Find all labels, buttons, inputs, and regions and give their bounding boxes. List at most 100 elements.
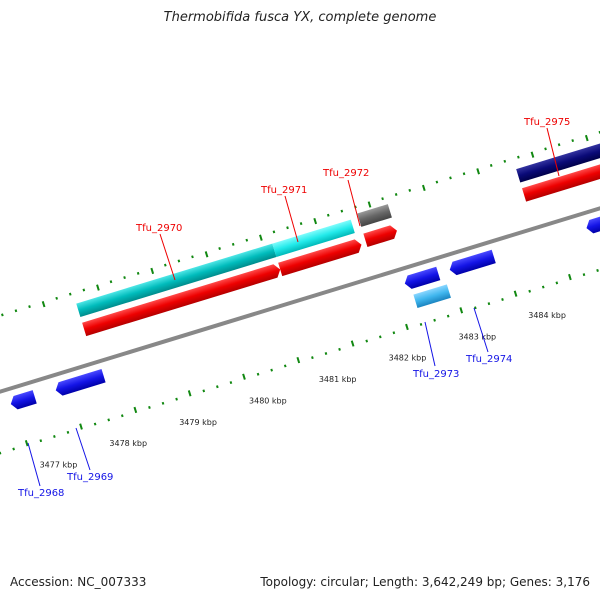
minor-tick	[582, 273, 586, 277]
gene-label-tfu-2970[interactable]: Tfu_2970	[135, 223, 182, 234]
scale-label: 3477 kbp	[40, 460, 78, 469]
minor-tick	[381, 197, 384, 201]
minor-tick	[245, 238, 249, 242]
minor-tick	[123, 276, 126, 280]
minor-tick	[433, 318, 436, 322]
scale-label: 3479 kbp	[179, 418, 217, 427]
minor-tick	[218, 247, 221, 250]
minor-tick	[557, 143, 561, 147]
minor-tick	[231, 242, 235, 246]
minor-tick	[338, 347, 341, 351]
minor-tick	[571, 139, 575, 143]
leader-tfu-2969	[75, 427, 91, 471]
minor-tick	[326, 213, 330, 217]
scale-label: 3483 kbp	[458, 332, 496, 341]
gene-label-tfu-2975[interactable]: Tfu_2975	[523, 117, 570, 128]
minor-tick	[286, 226, 289, 230]
minor-tick	[489, 163, 493, 167]
major-tick	[367, 201, 372, 208]
scale-label: 3481 kbp	[319, 375, 357, 384]
major-tick	[259, 234, 263, 241]
minor-tick	[177, 259, 181, 263]
gene-label-tfu-2968[interactable]: Tfu_2968	[17, 488, 64, 499]
major-tick	[133, 406, 138, 414]
gene-tfu-2969-cds[interactable]	[54, 369, 106, 397]
leader-tfu-2974	[473, 307, 489, 353]
scale-label: 3482 kbp	[389, 354, 427, 363]
leader-tfu-2973	[424, 321, 436, 367]
major-tick	[242, 373, 246, 380]
minor-tick	[148, 405, 151, 409]
leader-tfu-2975	[546, 127, 560, 177]
gene-tfu-2975-cds[interactable]	[522, 160, 600, 202]
minor-tick	[419, 322, 423, 326]
minor-tick	[394, 193, 398, 197]
major-tick	[530, 151, 535, 158]
major-tick	[584, 134, 589, 142]
major-tick	[405, 323, 409, 331]
minor-tick	[446, 314, 450, 318]
minor-tick	[109, 280, 113, 284]
gene-tfu-2968-cds[interactable]	[9, 390, 37, 411]
minor-tick	[365, 339, 369, 343]
gene-extra-reverse-cds[interactable]	[584, 208, 600, 235]
minor-tick	[107, 418, 111, 422]
gene-tfu-2972-cds[interactable]	[363, 224, 399, 247]
gene-label-tfu-2972[interactable]: Tfu_2972	[322, 168, 369, 179]
minor-tick	[120, 414, 124, 418]
gene-label-tfu-2974[interactable]: Tfu_2974	[465, 354, 512, 365]
minor-tick	[555, 281, 559, 285]
minor-tick	[12, 447, 15, 451]
gene-tfu-2971-rna[interactable]	[272, 219, 355, 258]
minor-tick	[14, 309, 18, 313]
minor-tick	[544, 147, 547, 151]
leader-tfu-2968	[27, 442, 41, 487]
minor-tick	[256, 372, 260, 376]
minor-tick	[1, 313, 4, 317]
major-tick	[187, 390, 192, 397]
gene-label-tfu-2969[interactable]: Tfu_2969	[66, 472, 113, 483]
leader-tfu-2972	[347, 179, 361, 227]
minor-tick	[270, 368, 273, 372]
minor-tick	[55, 296, 58, 300]
minor-tick	[283, 364, 287, 368]
minor-tick	[503, 159, 507, 163]
minor-tick	[517, 155, 520, 159]
gene-tfu-2970-rna[interactable]	[76, 243, 277, 317]
major-tick	[459, 307, 464, 314]
minor-tick	[378, 335, 382, 339]
gene-tfu-2974-cds[interactable]	[448, 249, 496, 277]
gene-tfu-2970-cds[interactable]	[82, 263, 282, 337]
scale-label: 3480 kbp	[249, 396, 287, 405]
major-tick	[204, 251, 209, 258]
minor-tick	[82, 288, 86, 292]
gene-label-tfu-2973[interactable]: Tfu_2973	[412, 369, 459, 380]
major-tick	[513, 290, 518, 297]
gene-tfu-2973-rna[interactable]	[413, 284, 451, 309]
scale-label: 3484 kbp	[528, 311, 566, 320]
scale-labels: 3477 kbp 3478 kbp 3479 kbp 3480 kbp 3481 kbp…	[40, 311, 566, 469]
minor-tick	[53, 435, 56, 439]
minor-tick	[68, 292, 72, 296]
major-tick	[79, 423, 83, 430]
leader-tfu-2971	[284, 195, 299, 243]
major-tick	[96, 284, 100, 291]
minor-tick	[324, 352, 328, 355]
minor-tick	[392, 331, 396, 335]
genome-backbone	[0, 192, 600, 408]
minor-tick	[474, 306, 477, 310]
map-title: Thermobifida fusca YX, complete genome	[163, 10, 437, 25]
gene-tfu-2972-pseudo[interactable]	[357, 204, 392, 227]
minor-tick	[299, 222, 303, 226]
minor-tick	[435, 180, 439, 184]
gene-tfu-2971-cds[interactable]	[278, 238, 363, 277]
gene-label-tfu-2971[interactable]: Tfu_2971	[260, 185, 307, 196]
minor-tick	[501, 298, 504, 302]
major-tick	[422, 184, 426, 192]
gene-tfu-2973-cds[interactable]	[403, 266, 441, 291]
minor-tick	[161, 401, 165, 405]
gene-tfu-2975-other[interactable]	[516, 141, 600, 183]
minor-tick	[39, 439, 43, 443]
major-tick	[476, 168, 480, 175]
